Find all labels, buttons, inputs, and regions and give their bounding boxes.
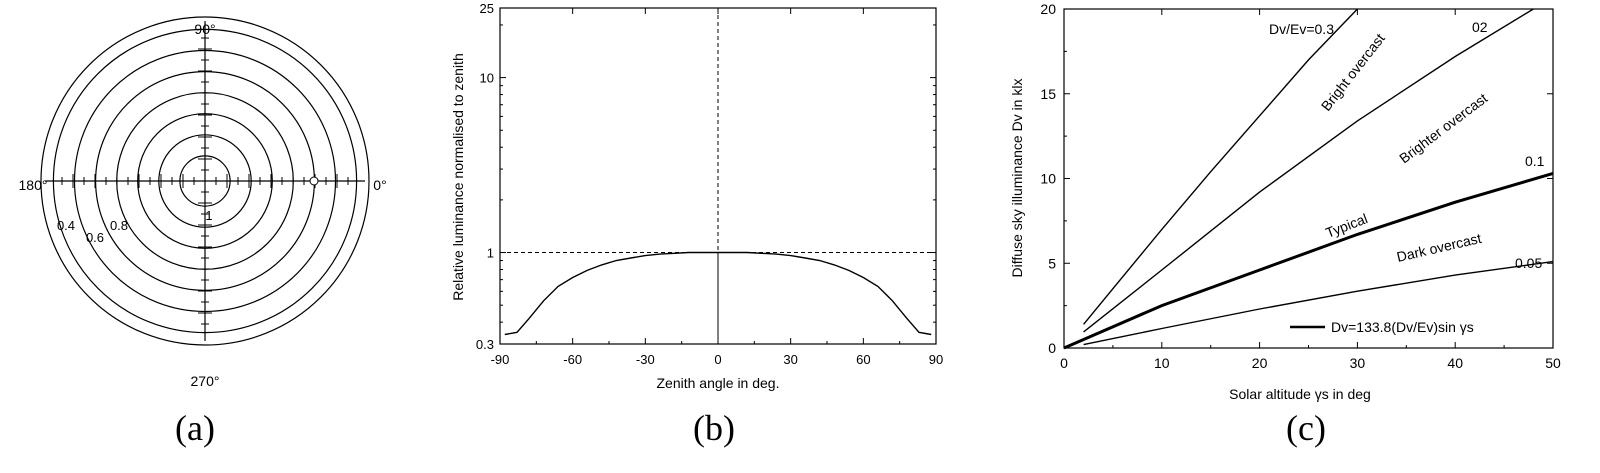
angle-label-top: 90° <box>194 21 215 37</box>
x-tick-label: 90 <box>929 352 943 367</box>
y-tick-label: 0.3 <box>476 337 494 352</box>
series-line <box>1063 171 1554 350</box>
radial-label: 0.8 <box>110 218 128 233</box>
angle-label-bottom: 270° <box>191 373 220 389</box>
x-tick-label: 60 <box>856 352 870 367</box>
x-tick-label: 40 <box>1447 355 1463 371</box>
panel-label-a: (a) <box>175 408 215 448</box>
x-tick-label: 0 <box>714 352 721 367</box>
legend-label: Dv=133.8(Dv/Ev)sin γs <box>1331 319 1474 335</box>
y-tick-label: 1 <box>487 246 494 261</box>
y-tick-label: 5 <box>1048 255 1056 271</box>
annotation-dark: Dark overcast <box>1395 230 1483 265</box>
reference-lines <box>500 8 936 344</box>
x-tick-label: -60 <box>563 352 582 367</box>
illuminance-chart: 0 10 20 30 40 50 0 5 10 15 20 Dv/Ev=0.3 02 0.1 0.0… <box>1009 1 1561 448</box>
annotation-ratio-01: 0.1 <box>1525 153 1545 169</box>
series-line <box>1083 260 1554 346</box>
x-axis-label: Zenith angle in deg. <box>657 375 780 391</box>
sun-position-marker <box>309 176 319 186</box>
polar-axes <box>45 21 365 341</box>
series-line <box>1083 8 1534 333</box>
x-tick-label: 30 <box>1350 355 1366 371</box>
annotation-ratio-02: 02 <box>1472 19 1488 35</box>
x-tick-label: 50 <box>1545 355 1561 371</box>
y-tick-label: 15 <box>1040 86 1056 102</box>
annotation-typical: Typical <box>1323 210 1369 241</box>
x-axis-label: Solar altitude γs in deg <box>1229 386 1371 402</box>
radial-label: 0.6 <box>86 230 104 245</box>
x-tick-label: 20 <box>1252 355 1268 371</box>
axis-ticks: -90 -60 -30 0 30 60 90 0.3 1 10 25 <box>476 1 943 367</box>
y-tick-label: 20 <box>1040 1 1056 17</box>
axis-ticks: 0 10 20 30 40 50 0 5 10 15 20 <box>1040 1 1561 371</box>
x-tick-label: -90 <box>491 352 510 367</box>
luminance-curve <box>504 251 932 336</box>
angle-label-right: 0° <box>373 177 386 193</box>
angle-label-left: 180° <box>19 177 48 193</box>
y-axis-label: Diffuse sky illuminance Dv in klx <box>1009 79 1025 278</box>
polar-outer-circle <box>40 16 370 346</box>
radial-label: 0.4 <box>57 218 75 233</box>
annotation-ratio-005: 0.05 <box>1515 255 1542 271</box>
polar-chart: 90° 180° 0° 270° 0.4 0.6 0.8 1 (a) <box>19 16 387 448</box>
annotation-ratio-03: Dv/Ev=0.3 <box>1269 21 1334 37</box>
panel-label-c: (c) <box>1286 408 1326 448</box>
series-line <box>1083 8 1358 325</box>
luminance-chart: -90 -60 -30 0 30 60 90 0.3 1 10 25 Zenith angle in… <box>450 1 943 448</box>
x-tick-label: -30 <box>636 352 655 367</box>
panel-label-b: (b) <box>693 408 735 448</box>
x-tick-label: 0 <box>1060 355 1068 371</box>
series-lines <box>1063 8 1554 350</box>
y-axis-label: Relative luminance normalised to zenith <box>450 53 466 300</box>
y-tick-label: 25 <box>480 1 494 16</box>
annotation-brighter: Brighter overcast <box>1396 90 1490 167</box>
y-tick-label: 10 <box>1040 171 1056 187</box>
x-tick-label: 30 <box>783 352 797 367</box>
y-tick-label: 10 <box>480 71 494 86</box>
x-tick-label: 10 <box>1154 355 1170 371</box>
y-tick-label: 0 <box>1048 340 1056 356</box>
annotation-bright: Bright overcast <box>1318 30 1388 114</box>
series-line <box>504 251 932 336</box>
radial-label: 1 <box>205 208 212 223</box>
